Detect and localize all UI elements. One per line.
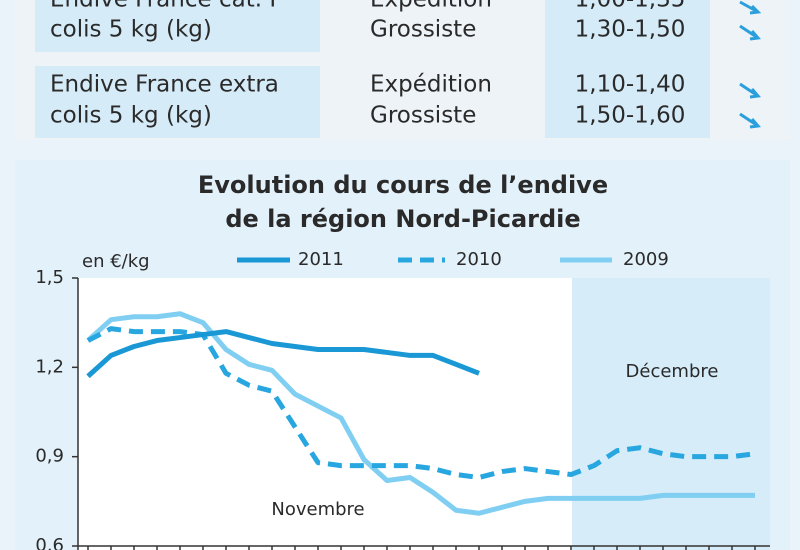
- table: Endive France cat. I Expédition 1,00-1,35 c…: [50, 0, 685, 129]
- market-cell: Expédition: [370, 0, 492, 13]
- series-line: [86, 311, 755, 516]
- product-cell: colis 5 kg (kg): [50, 103, 212, 129]
- legend-label: 2011: [298, 249, 344, 270]
- product-cell: Endive France extra: [50, 72, 279, 98]
- annotation: Décembre: [626, 361, 719, 382]
- legend-label: 2010: [456, 249, 502, 270]
- y-tick-label: 0,6: [35, 535, 64, 550]
- cell-bg: [545, 0, 710, 138]
- y-tick-label: 1,2: [35, 356, 64, 377]
- december-band: [572, 278, 770, 550]
- price-cell: 1,10-1,40: [575, 72, 686, 98]
- cell-bg: [35, 66, 320, 138]
- market-cell: Expédition: [370, 72, 492, 98]
- price-cell: 1,00-1,35: [575, 0, 686, 13]
- product-cell: colis 5 kg (kg): [50, 17, 212, 43]
- chart-title: Evolution du cours de l’endive: [198, 171, 608, 199]
- trend-arrows: [739, 0, 762, 129]
- chart-title: de la région Nord-Picardie: [225, 205, 580, 233]
- price-cell: 1,30-1,50: [575, 17, 686, 43]
- cell-bg: [35, 0, 320, 52]
- y-tick-label: 0,9: [35, 446, 64, 467]
- market-cell: Grossiste: [370, 17, 476, 43]
- y-axis-label: en €/kg: [82, 251, 150, 272]
- market-cell: Grossiste: [370, 103, 476, 129]
- series-line: [86, 329, 480, 379]
- legend-label: 2009: [623, 249, 669, 270]
- annotation: Novembre: [271, 499, 364, 520]
- price-cell: 1,50-1,60: [575, 103, 686, 129]
- product-cell: Endive France cat. I: [50, 0, 276, 13]
- y-tick-label: 1,5: [35, 267, 64, 288]
